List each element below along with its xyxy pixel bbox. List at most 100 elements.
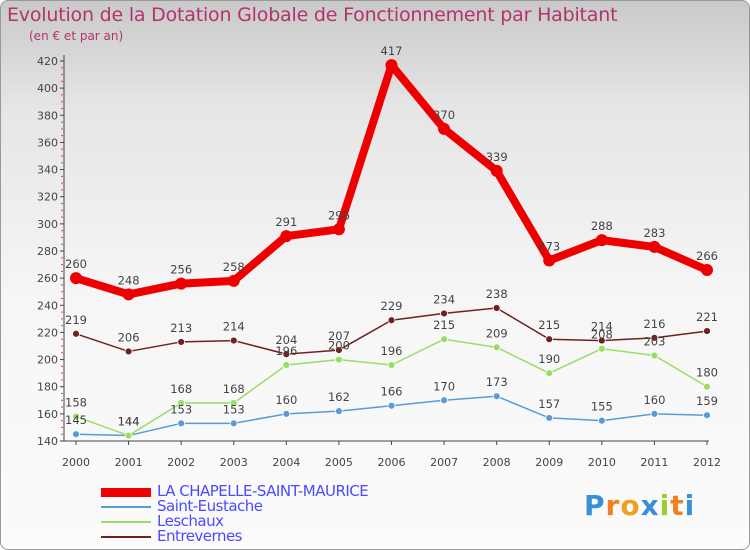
data-label: 216 xyxy=(643,317,665,331)
data-label: 157 xyxy=(538,397,560,411)
data-label: 258 xyxy=(223,260,245,274)
data-label: 214 xyxy=(591,320,613,334)
data-label: 159 xyxy=(696,394,718,408)
data-point xyxy=(595,234,608,247)
series-line xyxy=(72,61,711,299)
y-tick-label: 200 xyxy=(37,354,58,367)
data-label: 160 xyxy=(643,393,665,407)
legend-swatch xyxy=(101,506,151,508)
data-point xyxy=(72,329,80,338)
data-label: 168 xyxy=(170,382,192,396)
data-label: 173 xyxy=(486,375,508,389)
data-point xyxy=(229,419,238,428)
x-tick-label: 2003 xyxy=(220,456,248,469)
legend-label: Entrevernes xyxy=(157,527,243,545)
data-point xyxy=(597,416,606,425)
data-point xyxy=(492,343,501,352)
data-point xyxy=(387,401,396,410)
data-point xyxy=(650,409,659,418)
data-point xyxy=(229,336,238,345)
data-point xyxy=(387,361,396,369)
legend-swatch xyxy=(101,521,151,523)
data-point xyxy=(492,304,501,312)
data-point xyxy=(545,414,554,422)
x-tick-label: 2005 xyxy=(325,456,353,469)
data-label: 234 xyxy=(433,292,455,306)
y-tick-label: 280 xyxy=(37,245,58,258)
data-label: 229 xyxy=(381,299,403,313)
data-point xyxy=(440,335,448,344)
logo-letter: o xyxy=(620,489,641,522)
data-point xyxy=(545,369,554,378)
data-label: 288 xyxy=(591,219,613,233)
chart-subtitle: (en € et par an) xyxy=(29,29,124,43)
data-point xyxy=(335,355,343,364)
data-label: 214 xyxy=(223,320,245,334)
data-point xyxy=(545,335,554,344)
data-label: 196 xyxy=(381,344,403,358)
data-label: 145 xyxy=(65,413,87,427)
data-label: 207 xyxy=(328,329,350,343)
data-point xyxy=(335,346,343,354)
data-point xyxy=(124,431,133,440)
y-tick-label: 140 xyxy=(37,435,58,448)
data-point xyxy=(650,333,659,342)
data-label: 144 xyxy=(118,415,140,429)
logo-letter: x xyxy=(640,489,660,522)
data-label: 248 xyxy=(118,273,140,287)
data-label: 219 xyxy=(65,313,87,327)
data-label: 180 xyxy=(696,366,718,380)
data-point xyxy=(72,430,80,439)
data-label: 296 xyxy=(328,208,350,222)
data-point xyxy=(122,288,135,301)
logo-letter: t xyxy=(670,489,685,522)
y-tick-label: 180 xyxy=(37,381,58,394)
x-tick-label: 2012 xyxy=(693,456,721,469)
x-tick-label: 2007 xyxy=(430,456,458,469)
x-tick-label: 2004 xyxy=(272,456,300,469)
x-tick-label: 2008 xyxy=(483,456,511,469)
data-point xyxy=(703,382,711,391)
data-label: 204 xyxy=(275,333,297,347)
data-point xyxy=(175,277,188,290)
data-label: 190 xyxy=(538,352,560,366)
data-point xyxy=(387,316,396,325)
data-label: 213 xyxy=(170,321,192,335)
data-label: 206 xyxy=(118,330,140,344)
data-point xyxy=(177,419,186,428)
x-tick-label: 2006 xyxy=(378,456,406,469)
data-label: 162 xyxy=(328,390,350,404)
logo-letter: i xyxy=(659,489,671,522)
data-point xyxy=(440,309,448,318)
data-label: 153 xyxy=(170,402,192,416)
data-label: 203 xyxy=(643,335,665,349)
data-point xyxy=(648,240,661,253)
data-label: 170 xyxy=(433,379,455,393)
legend-swatch xyxy=(101,536,151,538)
data-point xyxy=(440,396,448,405)
data-point xyxy=(280,230,293,243)
x-tick-label: 2011 xyxy=(640,456,668,469)
data-label: 417 xyxy=(381,44,403,58)
data-label: 155 xyxy=(591,400,613,414)
legend-label: LA CHAPELLE-SAINT-MAURICE xyxy=(157,482,369,500)
data-label: 144 xyxy=(118,415,140,429)
data-label: 266 xyxy=(696,249,718,263)
data-point xyxy=(597,344,606,353)
data-point xyxy=(490,164,503,177)
y-tick-label: 300 xyxy=(37,218,58,231)
data-label: 339 xyxy=(486,150,508,164)
y-tick-label: 420 xyxy=(37,55,58,68)
data-label: 208 xyxy=(591,328,613,342)
data-label: 153 xyxy=(223,402,245,416)
data-label: 166 xyxy=(381,385,403,399)
x-tick-label: 2002 xyxy=(167,456,195,469)
data-label: 291 xyxy=(275,215,297,229)
data-point xyxy=(124,347,133,356)
data-point xyxy=(282,361,291,369)
data-label: 215 xyxy=(538,318,560,332)
data-label: 160 xyxy=(275,393,297,407)
y-tick-label: 240 xyxy=(37,299,58,312)
data-point xyxy=(701,264,713,276)
